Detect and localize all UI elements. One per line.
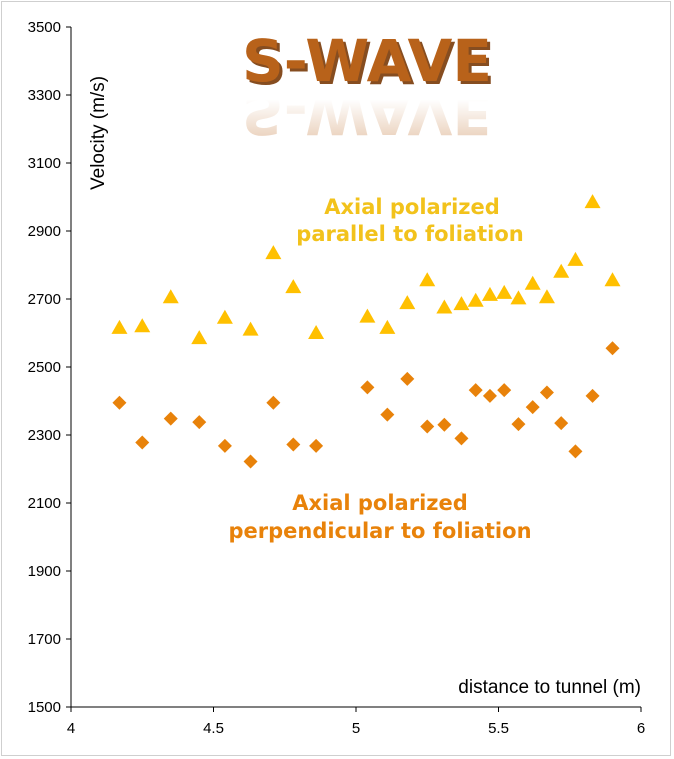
triangle-point bbox=[285, 279, 302, 294]
triangle-point bbox=[538, 289, 555, 304]
diamond-point bbox=[360, 380, 375, 395]
diamond-point bbox=[437, 417, 452, 432]
triangle-point bbox=[379, 319, 396, 334]
diamond-point bbox=[482, 388, 497, 403]
triangle-point bbox=[242, 321, 259, 336]
x-tick-group: 4 4.5 5 5.5 6 bbox=[67, 707, 645, 737]
triangle-point bbox=[604, 272, 621, 287]
series-perpendicular bbox=[112, 341, 620, 469]
diamond-point bbox=[585, 388, 600, 403]
diamond-point bbox=[112, 395, 127, 410]
diamond-point bbox=[266, 395, 281, 410]
diamond-point bbox=[605, 341, 620, 356]
triangle-point bbox=[510, 290, 527, 305]
triangle-point bbox=[419, 272, 436, 287]
y-tick-label: 3500 bbox=[28, 19, 61, 36]
triangle-point bbox=[524, 275, 541, 290]
triangle-point bbox=[567, 251, 584, 266]
x-axis-label: distance to tunnel (m) bbox=[458, 677, 641, 698]
diamond-point bbox=[309, 438, 324, 453]
y-tick-label: 3100 bbox=[28, 155, 61, 172]
y-tick-label: 2700 bbox=[28, 291, 61, 308]
diamond-point bbox=[497, 383, 512, 398]
triangle-point bbox=[216, 309, 233, 324]
series-parallel bbox=[111, 194, 621, 345]
triangle-point bbox=[191, 330, 208, 345]
x-tick-label: 6 bbox=[637, 720, 645, 737]
y-tick-label: 2100 bbox=[28, 495, 61, 512]
y-tick-label: 1700 bbox=[28, 631, 61, 648]
diamond-point bbox=[380, 407, 395, 422]
chart-title-reflection: S-WAVE bbox=[242, 79, 492, 147]
x-tick-label: 5 bbox=[352, 720, 360, 737]
triangle-point bbox=[436, 299, 453, 314]
triangle-point bbox=[453, 296, 470, 311]
triangle-point bbox=[481, 286, 498, 301]
x-tick-label: 5.5 bbox=[488, 720, 509, 737]
diamond-point bbox=[217, 438, 232, 453]
y-tick-label: 2300 bbox=[28, 427, 61, 444]
annotation-parallel-line-1: Axial polarized bbox=[324, 195, 500, 219]
diamond-point bbox=[163, 411, 178, 426]
y-tick-label: 2500 bbox=[28, 359, 61, 376]
triangle-point bbox=[134, 318, 151, 333]
annotation-parallel: Axial polarized parallel to foliation bbox=[296, 195, 523, 246]
triangle-point bbox=[265, 245, 282, 260]
diamond-point bbox=[400, 371, 415, 386]
chart-title-shadow: S-WAVE bbox=[245, 30, 495, 98]
x-tick-label: 4 bbox=[67, 720, 75, 737]
y-tick-label: 3300 bbox=[28, 87, 61, 104]
triangle-point bbox=[584, 194, 601, 209]
diamond-point bbox=[420, 419, 435, 434]
triangle-point bbox=[553, 263, 570, 278]
triangle-point bbox=[111, 319, 128, 334]
diamond-point bbox=[539, 385, 554, 400]
triangle-point bbox=[359, 308, 376, 323]
diamond-point bbox=[511, 417, 526, 432]
triangle-point bbox=[496, 284, 513, 299]
diamond-point bbox=[454, 431, 469, 446]
triangle-point bbox=[399, 295, 416, 310]
chart-title: S-WAVE bbox=[242, 27, 492, 95]
diamond-point bbox=[243, 454, 258, 469]
diamond-point bbox=[568, 444, 583, 459]
triangle-point bbox=[467, 292, 484, 307]
diamond-point bbox=[135, 435, 150, 450]
y-axis-label: Velocity (m/s) bbox=[88, 76, 109, 190]
diamond-point bbox=[525, 400, 540, 415]
data-points bbox=[111, 194, 621, 469]
y-tick-label: 1900 bbox=[28, 563, 61, 580]
diamond-point bbox=[192, 415, 207, 430]
x-tick-label: 4.5 bbox=[203, 720, 224, 737]
triangle-point bbox=[308, 325, 325, 339]
y-tick-group: 1500 1700 1900 2100 2300 2500 2700 2900 3100 3300… bbox=[28, 19, 71, 716]
y-tick-label: 2900 bbox=[28, 223, 61, 240]
diamond-point bbox=[554, 416, 569, 431]
diamond-point bbox=[286, 437, 301, 452]
annotation-perpendicular-line-2: perpendicular to foliation bbox=[228, 519, 531, 543]
annotation-perpendicular-line-1: Axial polarized bbox=[292, 491, 468, 515]
chart-title-group: S-WAVE S-WAVE S-WAVE bbox=[242, 27, 495, 147]
annotation-parallel-line-2: parallel to foliation bbox=[296, 222, 523, 246]
y-tick-label: 1500 bbox=[28, 699, 61, 716]
annotation-perpendicular: Axial polarized perpendicular to foliati… bbox=[228, 491, 531, 543]
triangle-point bbox=[162, 289, 179, 304]
diamond-point bbox=[468, 383, 483, 398]
